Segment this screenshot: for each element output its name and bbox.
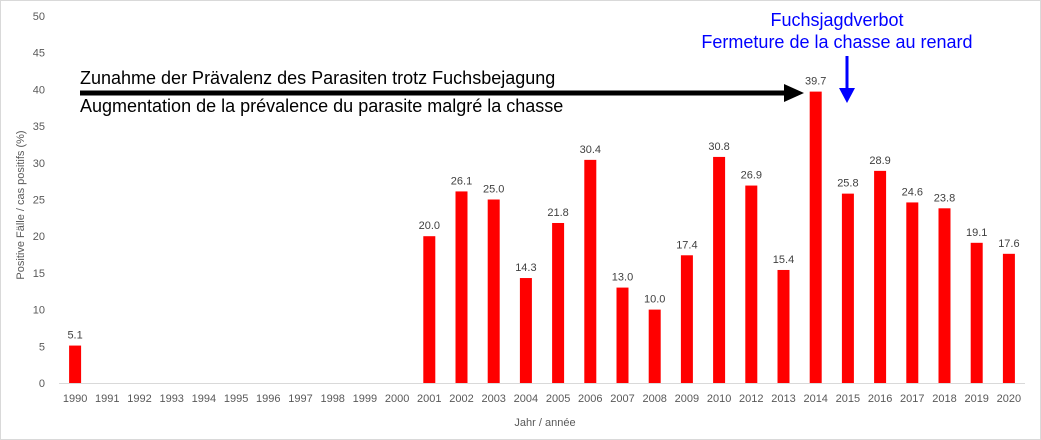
- data-label: 28.9: [869, 155, 890, 167]
- data-label: 39.7: [805, 76, 826, 88]
- trend-annotation-line2: Augmentation de la prévalence du parasit…: [80, 96, 563, 116]
- trend-annotation: Zunahme der Prävalenz des Parasiten trot…: [80, 68, 804, 116]
- x-tick-label: 2015: [836, 393, 860, 405]
- y-tick-label: 30: [33, 158, 45, 170]
- x-tick-label: 1993: [159, 393, 183, 405]
- x-tick-label: 2016: [868, 393, 892, 405]
- trend-annotation-line1: Zunahme der Prävalenz des Parasiten trot…: [80, 68, 555, 88]
- x-tick-label: 2003: [481, 393, 505, 405]
- bar: [616, 287, 629, 383]
- data-label: 10.0: [644, 294, 665, 306]
- y-axis-title: Positive Fälle / cas positifs (%): [15, 130, 27, 279]
- x-tick-label: 2012: [739, 393, 763, 405]
- ban-annotation-line2: Fermeture de la chasse au renard: [701, 32, 972, 52]
- bar: [455, 191, 468, 383]
- x-tick-label: 2017: [900, 393, 924, 405]
- x-tick-label: 2006: [578, 393, 602, 405]
- data-label: 5.1: [67, 330, 82, 342]
- x-tick-label: 2007: [610, 393, 634, 405]
- bar: [874, 170, 887, 383]
- x-tick-label: 1995: [224, 393, 248, 405]
- y-tick-label: 50: [33, 11, 45, 23]
- bar: [809, 91, 822, 384]
- trend-arrow-head: [784, 84, 804, 102]
- x-tick-label: 2002: [449, 393, 473, 405]
- y-tick-label: 20: [33, 231, 45, 243]
- data-label: 23.8: [934, 192, 955, 204]
- x-tick-label: 2004: [514, 393, 538, 405]
- y-tick-label: 5: [39, 341, 45, 353]
- ban-annotation-line1: Fuchsjagdverbot: [770, 10, 903, 30]
- data-label: 17.6: [998, 238, 1019, 250]
- data-label: 26.1: [451, 175, 472, 187]
- bar: [680, 255, 693, 383]
- x-tick-label: 2009: [675, 393, 699, 405]
- data-label: 26.9: [741, 170, 762, 182]
- x-axis: 1990 1991 1992 1993 1994 1995 1996 1997 1998 1999…: [59, 383, 1025, 405]
- bar: [552, 222, 565, 383]
- x-tick-label: 1994: [192, 393, 216, 405]
- x-tick-label: 2019: [964, 393, 988, 405]
- data-label: 30.8: [708, 141, 729, 153]
- x-tick-label: 2005: [546, 393, 570, 405]
- y-tick-label: 40: [33, 84, 45, 96]
- y-tick-label: 45: [33, 48, 45, 60]
- x-axis-title: Jahr / année: [514, 417, 575, 429]
- bar: [648, 309, 661, 383]
- x-tick-label: 1996: [256, 393, 280, 405]
- data-label: 24.6: [902, 186, 923, 198]
- y-tick-label: 25: [33, 195, 45, 207]
- bar: [423, 236, 436, 383]
- x-tick-label: 2001: [417, 393, 441, 405]
- data-label: 25.8: [837, 178, 858, 190]
- data-label: 20.0: [419, 220, 440, 232]
- x-tick-label: 1999: [353, 393, 377, 405]
- x-tick-label: 2000: [385, 393, 409, 405]
- ban-annotation: Fuchsjagdverbot Fermeture de la chasse a…: [701, 10, 973, 103]
- y-tick-label: 0: [39, 378, 45, 390]
- bar: [777, 269, 790, 383]
- data-label: 30.4: [580, 144, 601, 156]
- x-tick-label: 1991: [95, 393, 119, 405]
- bar: [906, 202, 919, 383]
- bars-group: 5.1 20.0 26.1 25.0 14.3 21.8 30.4 13.0 10.0 17.4 3…: [67, 76, 1020, 384]
- bar: [584, 159, 597, 383]
- x-tick-label: 2013: [771, 393, 795, 405]
- y-tick-label: 10: [33, 305, 45, 317]
- bar: [487, 199, 500, 383]
- y-tick-label: 35: [33, 121, 45, 133]
- bar: [745, 185, 758, 383]
- data-label: 19.1: [966, 227, 987, 239]
- bar: [970, 242, 983, 383]
- x-tick-label: 2014: [803, 393, 827, 405]
- bar: [713, 156, 726, 383]
- bar: [1002, 253, 1015, 383]
- ban-arrow-head: [839, 88, 855, 103]
- data-label: 15.4: [773, 254, 794, 266]
- x-tick-label: 1992: [127, 393, 151, 405]
- x-tick-label: 2008: [642, 393, 666, 405]
- bar: [519, 278, 532, 383]
- data-label: 14.3: [515, 262, 536, 274]
- x-tick-label: 1997: [288, 393, 312, 405]
- x-tick-label: 2018: [932, 393, 956, 405]
- x-tick-label: 1998: [320, 393, 344, 405]
- y-axis: 0 5 10 15 20 25 30 35 40 45 50: [33, 11, 45, 390]
- data-label: 25.0: [483, 184, 504, 196]
- y-tick-label: 15: [33, 268, 45, 280]
- bar: [938, 208, 951, 383]
- x-tick-label: 1990: [63, 393, 87, 405]
- data-label: 13.0: [612, 272, 633, 284]
- data-label: 21.8: [547, 207, 568, 219]
- bar: [69, 345, 82, 383]
- data-label: 17.4: [676, 239, 697, 251]
- x-tick-label: 2010: [707, 393, 731, 405]
- bar: [841, 193, 854, 383]
- x-tick-label: 2020: [997, 393, 1021, 405]
